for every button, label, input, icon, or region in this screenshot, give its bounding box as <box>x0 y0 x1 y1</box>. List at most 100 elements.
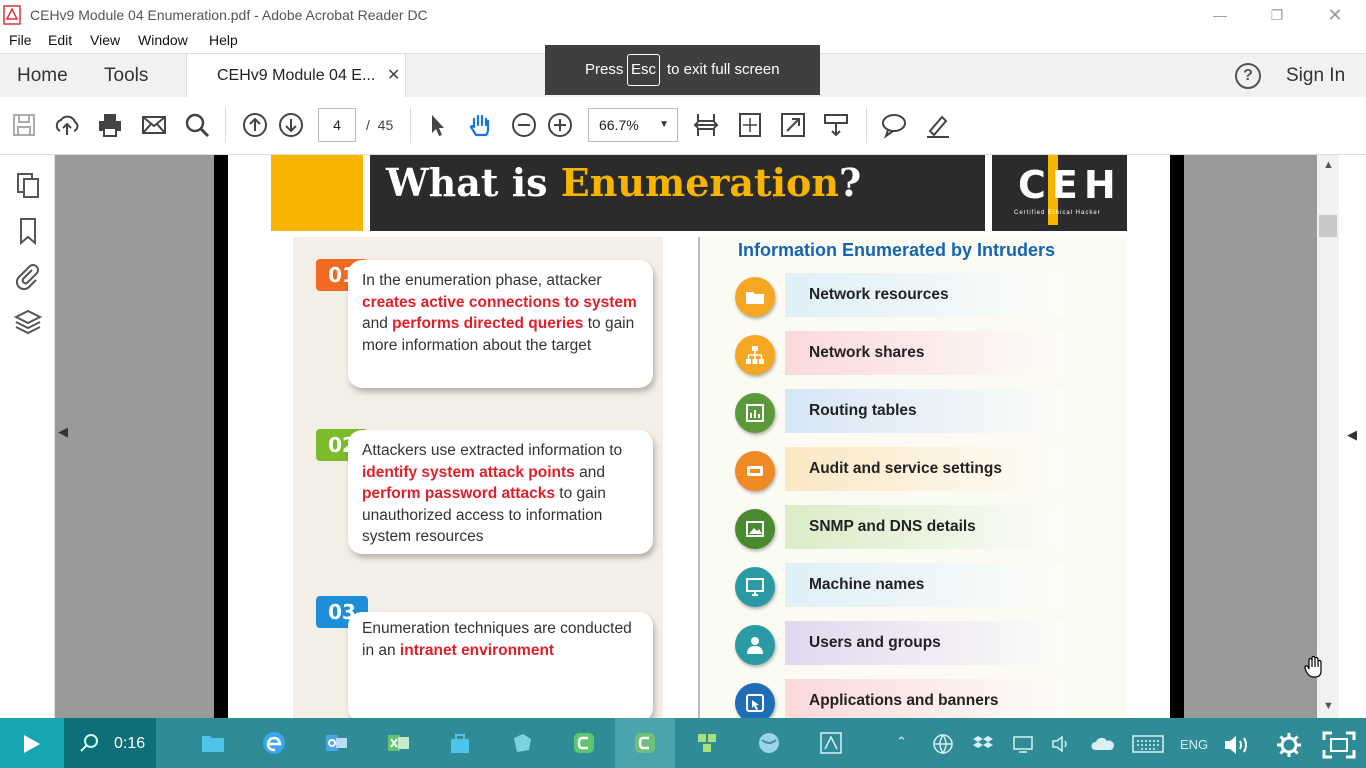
playback-time: 0:16 <box>114 735 146 752</box>
previous-page-icon[interactable] <box>239 109 271 141</box>
help-icon[interactable]: ? <box>1235 63 1261 89</box>
settings-gear-icon[interactable] <box>1275 731 1303 759</box>
info-heading: Information Enumerated by Intruders <box>738 240 1056 260</box>
restore-button[interactable]: ❐ <box>1270 7 1284 23</box>
minimize-button[interactable]: — <box>1213 7 1227 23</box>
banner-press: Press <box>585 61 624 78</box>
slide-accent-block <box>271 155 363 231</box>
image-icon <box>735 509 775 549</box>
scroll-mode-icon[interactable] <box>820 109 852 141</box>
scrollbar-thumb[interactable] <box>1319 215 1337 237</box>
full-screen-icon[interactable] <box>777 109 809 141</box>
sign-in-button[interactable]: Sign In <box>1286 65 1346 86</box>
zoom-out-icon[interactable] <box>508 109 540 141</box>
network-tool-icon[interactable] <box>692 728 722 758</box>
volume-icon[interactable] <box>1222 732 1250 758</box>
tab-document[interactable]: CEHv9 Module 04 E... ✕ <box>186 54 406 98</box>
fit-page-icon[interactable] <box>734 109 766 141</box>
menu-window[interactable]: Window <box>138 32 188 48</box>
store-icon[interactable] <box>445 728 475 758</box>
menu-file[interactable]: File <box>9 32 32 48</box>
banner-text: to exit full screen <box>667 61 780 78</box>
scroll-up-icon[interactable]: ▲ <box>1323 159 1334 171</box>
scroll-down-icon[interactable]: ▼ <box>1323 700 1334 712</box>
attachment-icon[interactable] <box>12 260 44 292</box>
menu-view[interactable]: View <box>90 32 121 48</box>
app-cube-icon[interactable] <box>507 728 537 758</box>
tab-tools[interactable]: Tools <box>104 65 149 86</box>
monitor-icon <box>735 567 775 607</box>
hand-tool-icon[interactable] <box>464 109 496 141</box>
column-divider <box>698 237 700 718</box>
search-icon[interactable] <box>78 732 100 754</box>
page-thumbnails-icon[interactable] <box>12 170 44 202</box>
document-tab-label: CEHv9 Module 04 E... <box>217 67 376 84</box>
camtasia-recorder-icon[interactable] <box>630 728 660 758</box>
vertical-scrollbar[interactable]: ▲ ▼ <box>1317 155 1339 718</box>
page-total: / 45 <box>366 117 393 133</box>
expand-right-panel-icon[interactable]: ◀ <box>1347 427 1357 442</box>
zoom-select[interactable]: 66.7% ▼ <box>588 108 678 142</box>
display-icon[interactable] <box>1012 733 1034 755</box>
info-item: Network resources <box>785 273 1065 317</box>
logo-bar <box>1048 155 1058 225</box>
info-item: Network shares <box>785 331 1065 375</box>
chevron-down-icon: ▼ <box>659 119 669 130</box>
fit-width-icon[interactable] <box>690 109 722 141</box>
slide-title: What is Enumeration? <box>386 160 861 205</box>
app-icon <box>735 683 775 718</box>
fullscreen-banner: Press Esc to exit full screen <box>545 45 820 95</box>
edge-browser-icon[interactable] <box>259 728 289 758</box>
time-display: 0:16 <box>64 718 156 768</box>
language-indicator[interactable]: ENG <box>1180 737 1209 752</box>
close-tab-icon[interactable]: ✕ <box>387 67 401 84</box>
title-end: ? <box>839 160 862 205</box>
file-explorer-icon[interactable] <box>198 728 228 758</box>
select-pointer-icon[interactable] <box>421 109 453 141</box>
tab-home[interactable]: Home <box>17 65 68 86</box>
tray-expand-icon[interactable]: ⌃ <box>896 734 907 749</box>
camtasia-icon[interactable] <box>569 728 599 758</box>
step-highlight: identify system attack points <box>362 463 575 481</box>
step-text: Enumeration techniques are conducted in … <box>362 620 632 659</box>
dropbox-icon[interactable] <box>972 733 994 755</box>
print-icon[interactable] <box>94 109 126 141</box>
globe-app-icon[interactable] <box>754 728 784 758</box>
network-globe-icon[interactable] <box>932 733 954 755</box>
onedrive-icon[interactable] <box>1091 733 1115 755</box>
title-highlight: Enumeration <box>560 160 839 205</box>
keyboard-icon[interactable] <box>1132 733 1164 755</box>
fullscreen-toggle-icon[interactable] <box>1322 731 1356 759</box>
search-icon[interactable] <box>181 109 213 141</box>
excel-icon[interactable] <box>383 728 413 758</box>
comment-icon[interactable] <box>878 109 910 141</box>
hand-cursor-icon <box>1304 655 1322 678</box>
zoom-in-icon[interactable] <box>544 109 576 141</box>
info-item: Audit and service settings <box>785 447 1065 491</box>
highlight-pen-icon[interactable] <box>922 109 954 141</box>
toolbar-separator <box>410 107 411 143</box>
page-number-input[interactable]: 4 <box>318 108 356 142</box>
acrobat-taskbar-icon[interactable] <box>816 728 846 758</box>
play-button[interactable] <box>0 718 64 768</box>
email-icon[interactable] <box>138 109 170 141</box>
next-page-icon[interactable] <box>275 109 307 141</box>
toolbar: 4 / 45 66.7% ▼ <box>0 97 1366 155</box>
table-icon <box>735 393 775 433</box>
menu-help[interactable]: Help <box>209 32 238 48</box>
menu-bar: File Edit View Window Help <box>0 30 1366 52</box>
slide-title-banner: What is Enumeration? <box>370 155 985 231</box>
step-text: In the enumeration phase, attacker <box>362 272 602 289</box>
bookmark-icon[interactable] <box>12 215 44 247</box>
pdf-page[interactable]: What is Enumeration? CEH Certified Ethic… <box>228 155 1170 718</box>
layers-icon[interactable] <box>12 305 44 337</box>
save-icon[interactable] <box>8 109 40 141</box>
step-highlight: performs directed queries <box>392 315 584 332</box>
collapse-left-panel-icon[interactable]: ◀ <box>58 424 68 439</box>
outlook-icon[interactable] <box>321 728 351 758</box>
close-button[interactable]: ✕ <box>1327 5 1343 25</box>
volume-tray-icon[interactable] <box>1050 733 1072 755</box>
menu-edit[interactable]: Edit <box>48 32 73 48</box>
step-highlight: perform password attacks <box>362 485 555 502</box>
upload-cloud-icon[interactable] <box>51 109 83 141</box>
